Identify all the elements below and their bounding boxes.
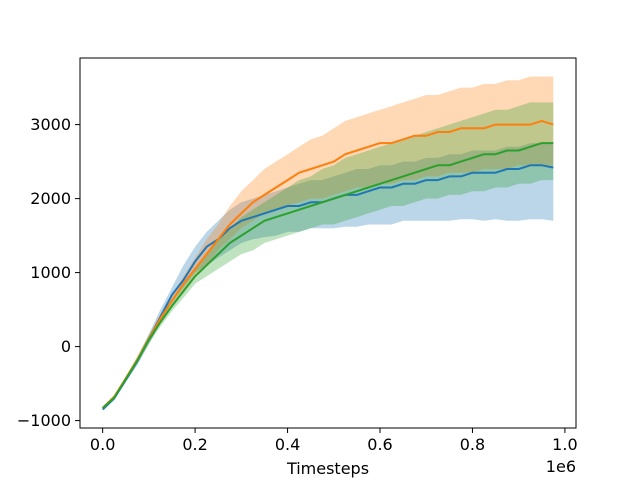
x-tick-label: 0.4 bbox=[275, 435, 300, 454]
y-tick-label: −1000 bbox=[17, 411, 71, 430]
y-axis-ticks: −1000 0 1000 2000 3000 bbox=[17, 115, 80, 430]
x-tick-label: 0.6 bbox=[367, 435, 392, 454]
series-2-line bbox=[102, 119, 554, 409]
confidence-bands bbox=[102, 76, 554, 410]
x-tick-label: 0.0 bbox=[90, 435, 115, 454]
series-2-band bbox=[102, 76, 554, 410]
x-axis-ticks: 0.0 0.2 0.4 0.6 0.8 1.0 bbox=[90, 428, 578, 454]
x-tick-label: 0.2 bbox=[182, 435, 207, 454]
x-tick-label: 0.8 bbox=[460, 435, 485, 454]
y-tick-label: 0 bbox=[61, 337, 71, 356]
series-1-band bbox=[102, 143, 554, 410]
y-tick-label: 3000 bbox=[30, 115, 71, 134]
y-tick-label: 2000 bbox=[30, 189, 71, 208]
x-axis-offset-label: 1e6 bbox=[546, 457, 576, 476]
series-lines bbox=[102, 119, 554, 411]
y-tick-label: 1000 bbox=[30, 263, 71, 282]
plot-frame bbox=[79, 57, 577, 429]
series-3-line bbox=[102, 142, 554, 409]
x-tick-label: 1.0 bbox=[552, 435, 577, 454]
x-axis-label: Timesteps bbox=[286, 459, 369, 478]
